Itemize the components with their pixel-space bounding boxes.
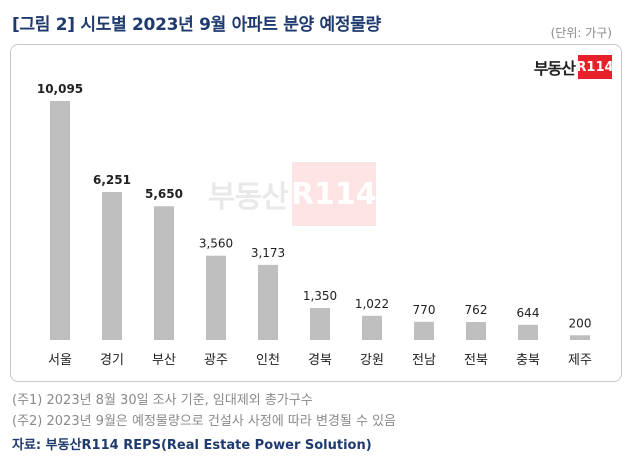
category-label-5: 경북 — [308, 353, 332, 368]
value-label-9: 644 — [517, 306, 540, 320]
watermark-badge: R114 — [291, 162, 377, 226]
value-label-10: 200 — [569, 316, 592, 330]
value-label-8: 762 — [465, 303, 488, 317]
source-note: 자료: 부동산R114 REPS(Real Estate Power Solut… — [12, 438, 372, 453]
bar-1 — [102, 192, 122, 340]
value-label-0: 10,095 — [37, 82, 83, 96]
value-label-6: 1,022 — [355, 297, 389, 311]
r114-logo: 부동산 R114 — [533, 54, 614, 80]
value-label-7: 770 — [413, 303, 436, 317]
bar-4 — [258, 264, 278, 340]
category-label-9: 충북 — [516, 353, 540, 368]
bar-0 — [50, 101, 70, 340]
category-label-0: 서울 — [48, 353, 72, 368]
bar-10 — [570, 335, 590, 340]
unit-label: (단위: 가구) — [550, 26, 612, 40]
watermark-logo: 부동산 R114 — [208, 162, 377, 226]
category-label-7: 전남 — [412, 353, 436, 368]
bar-2 — [154, 206, 174, 340]
footnotes: (주1) 2023년 8월 30일 조사 기준, 임대제외 총가구수 (주2) … — [12, 390, 396, 432]
footnote-1: (주1) 2023년 8월 30일 조사 기준, 임대제외 총가구수 — [12, 393, 313, 408]
value-label-1: 6,251 — [93, 173, 131, 187]
category-label-10: 제주 — [568, 353, 592, 368]
bar-5 — [310, 308, 330, 340]
category-label-8: 전북 — [464, 353, 488, 368]
value-label-4: 3,173 — [251, 246, 285, 260]
footnote-2: (주2) 2023년 9월은 예정물량으로 건설사 사정에 따라 변경될 수 있… — [12, 414, 397, 429]
watermark-text: 부동산 — [208, 180, 289, 215]
value-label-3: 3,560 — [199, 237, 233, 251]
bar-7 — [414, 321, 434, 340]
bar-6 — [362, 315, 382, 340]
bar-9 — [518, 324, 538, 340]
value-label-5: 1,350 — [303, 289, 337, 303]
value-label-2: 5,650 — [145, 187, 183, 201]
logo-badge: R114 — [576, 55, 614, 79]
category-label-2: 부산 — [152, 353, 176, 368]
logo-text: 부동산 — [533, 59, 576, 78]
bar-3 — [206, 255, 226, 340]
category-label-1: 경기 — [100, 353, 124, 368]
bar-8 — [466, 322, 486, 340]
category-label-3: 광주 — [204, 353, 228, 368]
page-title: [그림 2] 시도별 2023년 9월 아파트 분양 예정물량 — [12, 15, 381, 35]
category-label-6: 강원 — [360, 353, 384, 368]
category-label-4: 인천 — [256, 353, 280, 368]
